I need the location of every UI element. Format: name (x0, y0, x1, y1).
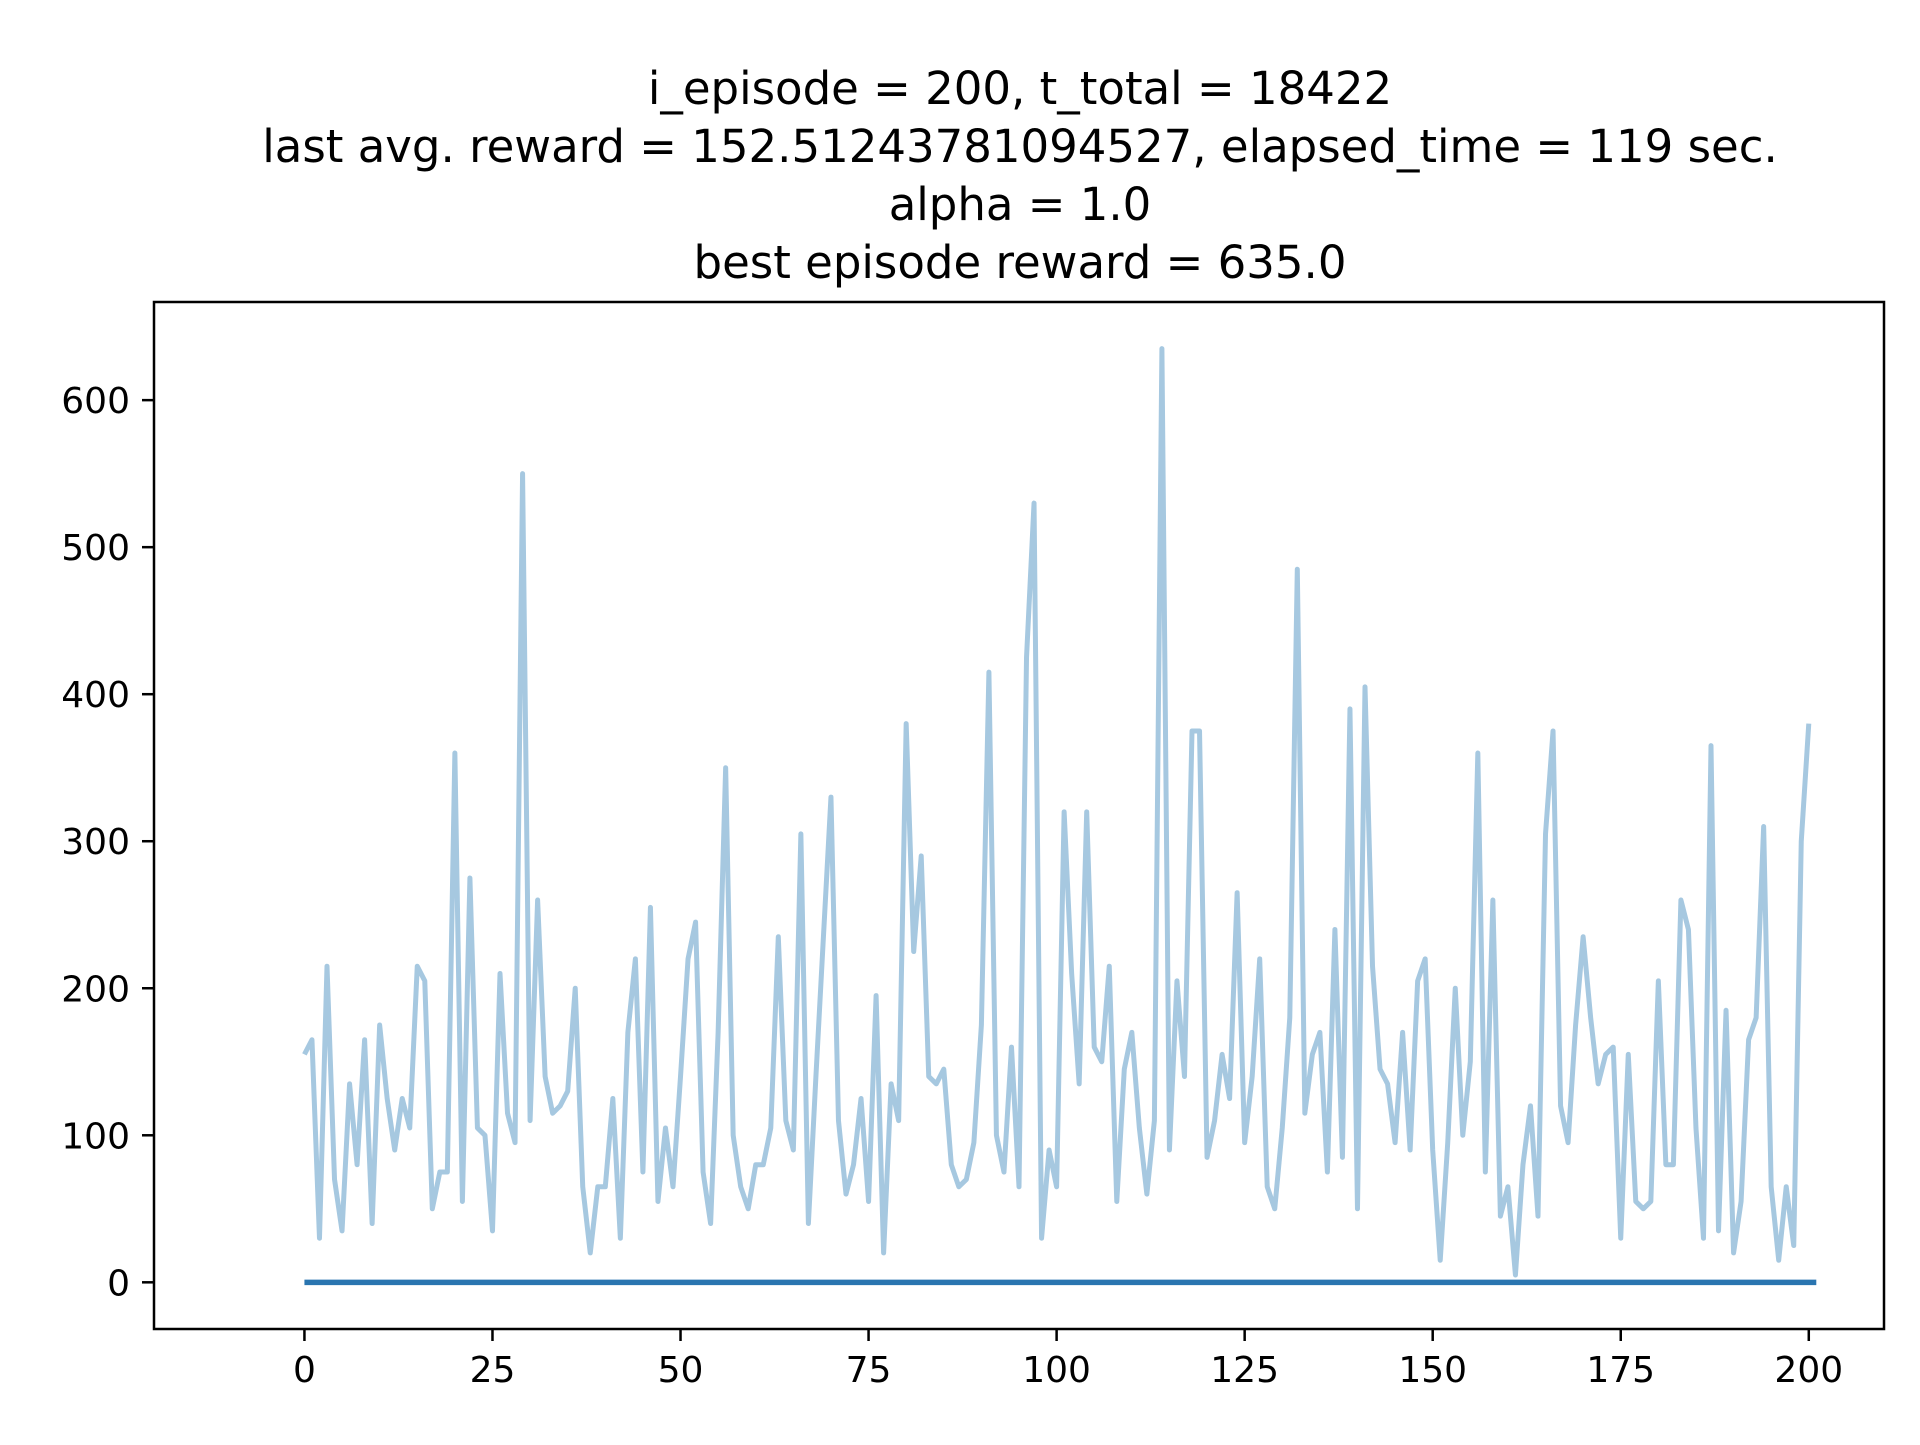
title-line-4: best episode reward = 635.0 (694, 236, 1347, 289)
x-tick-label: 75 (846, 1350, 892, 1391)
x-tick-label: 175 (1586, 1350, 1655, 1391)
axis-ticks: 0 25 50 75 100 125 150 175 200 0 100 200 300 400 500 60… (61, 381, 1843, 1391)
y-tick-label: 300 (61, 822, 130, 863)
y-tick-label: 100 (61, 1116, 130, 1157)
y-tick-label: 400 (61, 675, 130, 716)
x-tick-label: 125 (1210, 1350, 1279, 1391)
chart-title: i_episode = 200, t_total = 18422 last av… (262, 62, 1778, 289)
x-tick-label: 100 (1022, 1350, 1091, 1391)
y-tick-label: 0 (107, 1263, 130, 1304)
x-tick-label: 0 (293, 1350, 316, 1391)
x-tick-label: 150 (1398, 1350, 1467, 1391)
series-line-1 (302, 346, 1812, 1278)
title-line-3: alpha = 1.0 (889, 178, 1152, 231)
series-group (302, 346, 1817, 1286)
title-line-2: last avg. reward = 152.51243781094527, e… (262, 120, 1778, 173)
x-tick-label: 200 (1774, 1350, 1843, 1391)
y-tick-label: 600 (61, 381, 130, 422)
title-line-1: i_episode = 200, t_total = 18422 (648, 62, 1392, 115)
x-tick-label: 25 (470, 1350, 516, 1391)
y-tick-label: 200 (61, 969, 130, 1010)
x-tick-label: 50 (658, 1350, 704, 1391)
y-tick-label: 500 (61, 528, 130, 569)
plot-frame (152, 300, 1886, 1331)
